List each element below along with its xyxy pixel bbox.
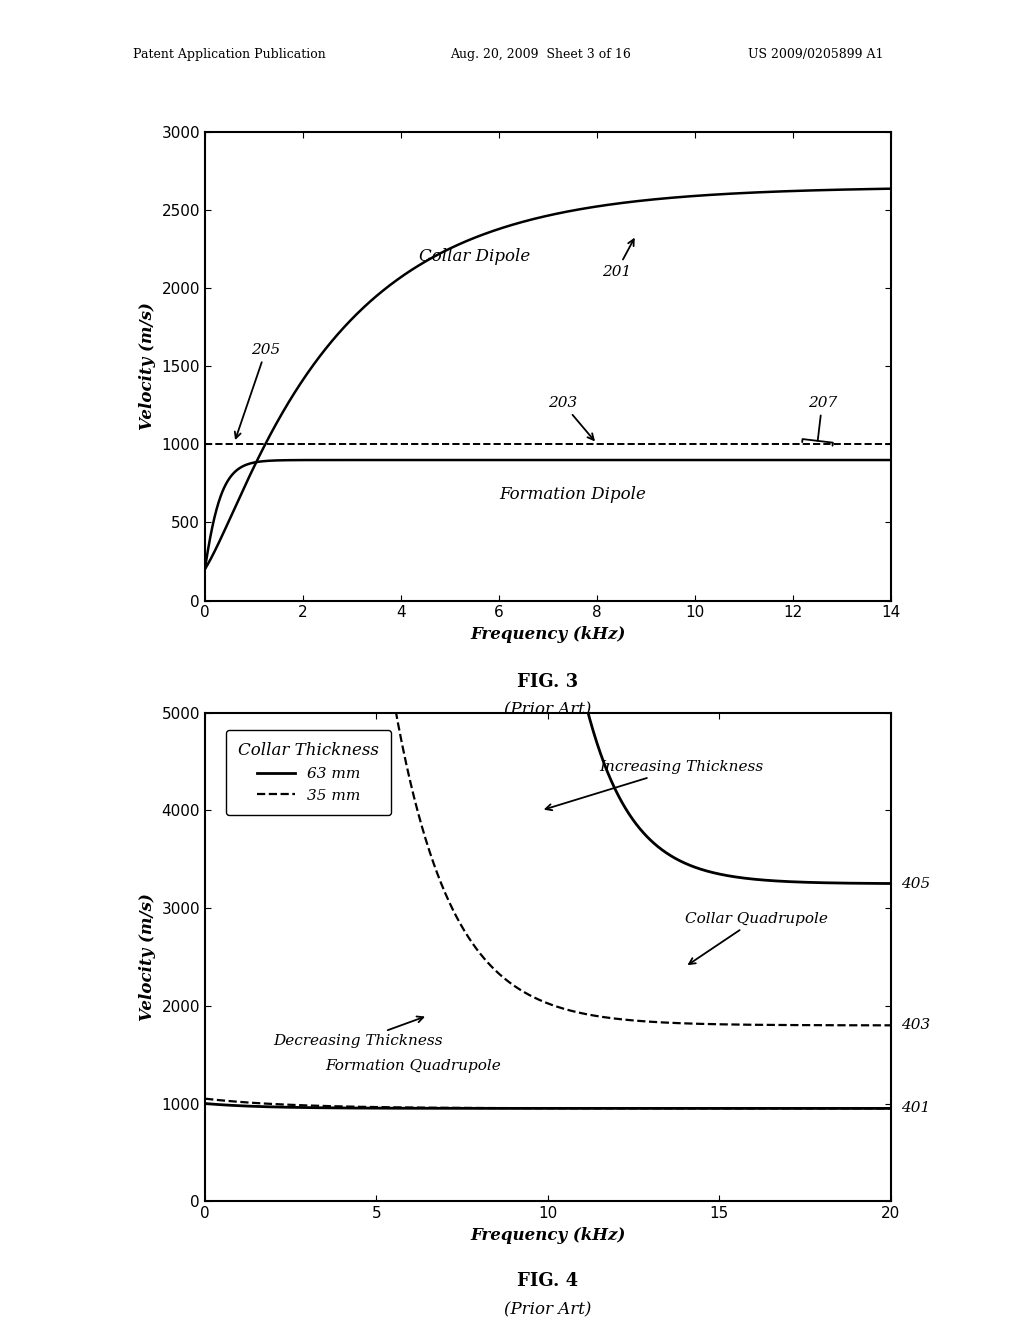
Text: (Prior Art): (Prior Art) [504, 701, 592, 718]
Text: FIG. 4: FIG. 4 [517, 1272, 579, 1290]
Text: Formation Quadrupole: Formation Quadrupole [325, 1060, 501, 1073]
Text: Increasing Thickness: Increasing Thickness [546, 760, 764, 810]
Text: 401: 401 [901, 1101, 931, 1115]
X-axis label: Frequency (kHz): Frequency (kHz) [470, 1226, 626, 1243]
Text: 201: 201 [602, 239, 634, 279]
Legend: 63 mm, 35 mm: 63 mm, 35 mm [226, 730, 391, 814]
Text: (Prior Art): (Prior Art) [504, 1302, 592, 1319]
Text: 205: 205 [234, 343, 281, 438]
Text: 203: 203 [548, 396, 594, 440]
Text: Aug. 20, 2009  Sheet 3 of 16: Aug. 20, 2009 Sheet 3 of 16 [451, 48, 632, 61]
Text: FIG. 3: FIG. 3 [517, 673, 579, 692]
Text: 207: 207 [802, 396, 837, 446]
Text: US 2009/0205899 A1: US 2009/0205899 A1 [748, 48, 883, 61]
Text: 405: 405 [901, 876, 931, 891]
Text: Patent Application Publication: Patent Application Publication [133, 48, 326, 61]
Text: Collar Quadrupole: Collar Quadrupole [685, 912, 828, 964]
Y-axis label: Velocity (m/s): Velocity (m/s) [139, 302, 156, 430]
Text: Collar Dipole: Collar Dipole [419, 248, 530, 265]
Text: Formation Dipole: Formation Dipole [499, 486, 646, 503]
Text: Decreasing Thickness: Decreasing Thickness [273, 1016, 443, 1048]
X-axis label: Frequency (kHz): Frequency (kHz) [470, 626, 626, 643]
Text: 403: 403 [901, 1018, 931, 1032]
Y-axis label: Velocity (m/s): Velocity (m/s) [139, 894, 156, 1020]
